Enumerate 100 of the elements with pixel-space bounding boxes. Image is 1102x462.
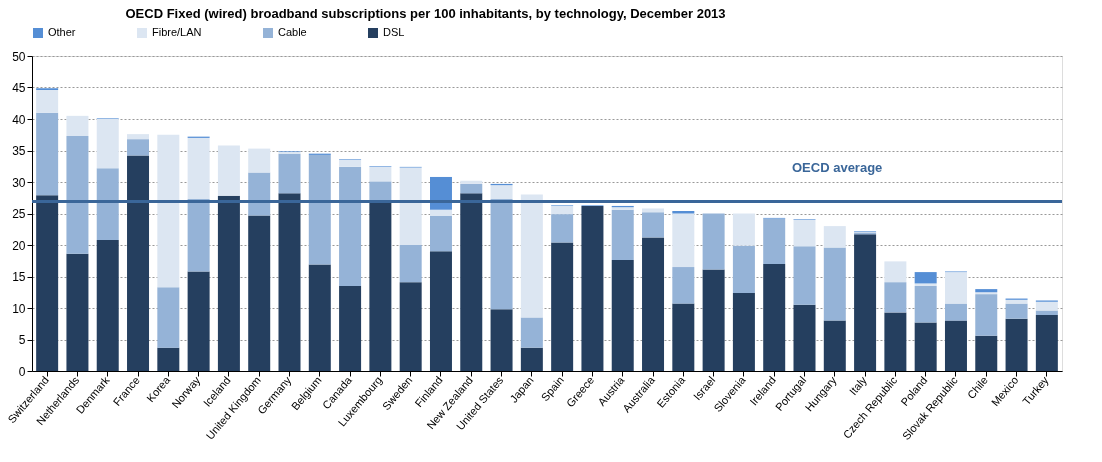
bar <box>763 218 786 264</box>
y-tick-label: 20 <box>12 238 26 253</box>
bar <box>551 242 574 371</box>
bar <box>914 272 937 284</box>
bar <box>854 234 877 371</box>
bar <box>278 193 301 371</box>
bar <box>127 155 150 371</box>
bar <box>914 285 937 323</box>
bar <box>36 90 59 113</box>
chart-title: OECD Fixed (wired) broadband subscriptions per 100 inhabitants, by technology, December 2013 <box>125 6 726 21</box>
bar <box>429 209 452 217</box>
bar <box>217 195 240 371</box>
bar <box>520 194 543 318</box>
y-tick-label: 10 <box>12 301 26 316</box>
bar <box>399 245 422 283</box>
bar <box>702 213 725 270</box>
bar <box>127 134 150 140</box>
bar <box>611 209 634 261</box>
bar <box>66 136 89 254</box>
bar <box>369 201 392 371</box>
bar <box>914 322 937 371</box>
bar <box>732 213 755 246</box>
bar <box>369 181 392 202</box>
bar <box>975 294 998 336</box>
bar <box>187 271 210 371</box>
bar <box>339 166 362 286</box>
bar <box>732 292 755 371</box>
bar <box>642 237 665 371</box>
bar <box>96 119 119 169</box>
bar <box>1035 310 1058 315</box>
legend-label: Other <box>48 26 76 38</box>
bar <box>66 253 89 371</box>
bar <box>369 166 392 182</box>
bar <box>490 185 513 200</box>
bar <box>793 219 816 247</box>
bar <box>944 320 967 371</box>
bar <box>732 245 755 293</box>
bar <box>429 251 452 371</box>
bar <box>96 239 119 371</box>
bar <box>884 282 907 313</box>
bar <box>944 272 967 304</box>
bar <box>278 153 301 194</box>
bar <box>308 264 331 371</box>
bar <box>460 193 483 371</box>
bar <box>642 212 665 238</box>
bar <box>36 195 59 371</box>
bar <box>339 285 362 371</box>
bar <box>66 115 89 137</box>
bar <box>217 145 240 196</box>
bar <box>763 263 786 371</box>
bar <box>1035 314 1058 371</box>
bar <box>308 154 331 265</box>
bar <box>399 282 422 371</box>
y-tick-label: 25 <box>12 207 26 221</box>
bar <box>460 180 483 184</box>
bar <box>975 335 998 371</box>
x-tick-label: Italy <box>846 373 870 398</box>
bar <box>248 172 271 216</box>
bar <box>793 246 816 305</box>
y-tick-label: 5 <box>18 333 26 347</box>
bar <box>884 261 907 283</box>
bar <box>157 134 180 288</box>
bar <box>520 347 543 371</box>
bar <box>823 247 846 321</box>
ref-line-label: OECD average <box>792 159 883 175</box>
legend-label: Cable <box>278 26 307 38</box>
bar <box>944 303 967 321</box>
bar <box>672 303 695 371</box>
bar <box>642 208 665 213</box>
bar <box>248 148 271 173</box>
bar <box>187 199 210 272</box>
bar <box>914 283 937 286</box>
legend-label: Fibre/LAN <box>152 26 202 38</box>
bar <box>793 304 816 371</box>
bar <box>551 205 574 215</box>
bar <box>672 267 695 304</box>
bar <box>1005 303 1028 319</box>
bar <box>672 210 695 214</box>
legend-label: DSL <box>383 26 405 38</box>
bar <box>702 269 725 371</box>
bar <box>36 112 59 196</box>
bar <box>611 260 634 371</box>
bar <box>96 168 119 240</box>
bar <box>581 205 604 371</box>
bar <box>1005 318 1028 371</box>
bar <box>248 215 271 371</box>
y-tick-label: 30 <box>12 175 26 190</box>
bar <box>1005 299 1028 304</box>
y-tick-label: 50 <box>12 49 26 64</box>
bar <box>429 216 452 252</box>
y-tick-label: 15 <box>12 270 26 284</box>
bar <box>339 159 362 167</box>
bar <box>157 347 180 371</box>
bar <box>187 137 210 200</box>
y-tick-label: 0 <box>18 364 26 379</box>
bar <box>1035 301 1058 311</box>
bar <box>399 167 422 245</box>
y-tick-label: 40 <box>12 112 26 127</box>
bar <box>157 287 180 348</box>
y-tick-label: 35 <box>12 144 26 158</box>
